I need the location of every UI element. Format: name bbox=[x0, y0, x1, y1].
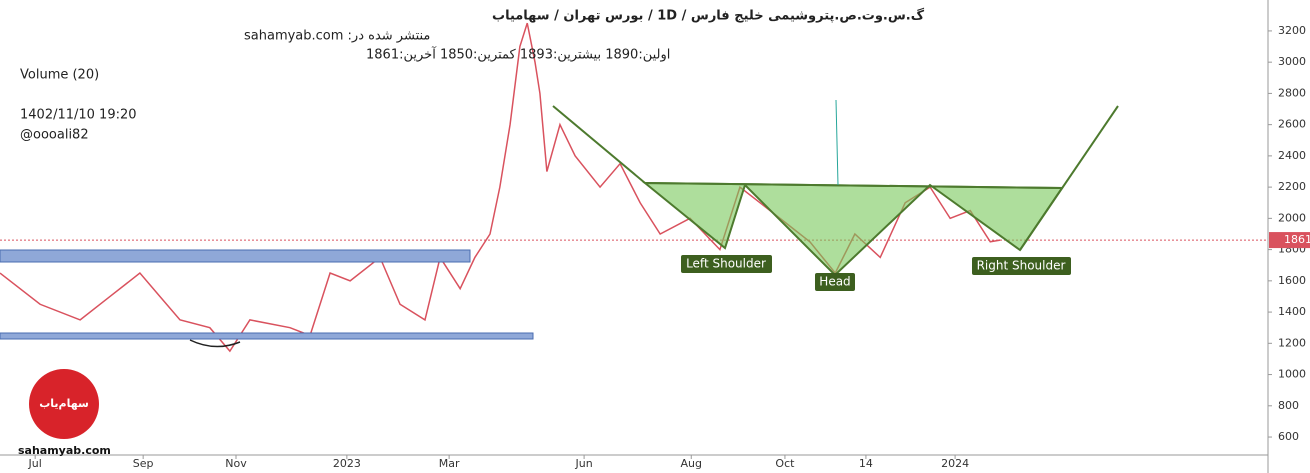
y-tick-label: 3200 bbox=[1278, 24, 1306, 37]
marker-line bbox=[835, 99, 839, 186]
x-tick-label: Nov bbox=[225, 457, 247, 470]
y-tick-label: 1400 bbox=[1278, 305, 1306, 318]
annotation-box bbox=[815, 273, 855, 291]
last-price-label: 1861 bbox=[1284, 233, 1310, 246]
support-zone bbox=[0, 249, 471, 263]
support-zone bbox=[0, 332, 534, 340]
datetime: 1402/11/10 19:20 bbox=[20, 108, 137, 123]
annotation: Left Shoulder bbox=[686, 257, 766, 271]
y-tick-label: 1200 bbox=[1278, 336, 1306, 349]
y-tick-label: 2600 bbox=[1278, 118, 1306, 131]
x-tick-label: 2023 bbox=[333, 457, 361, 470]
annotation: Head bbox=[819, 275, 850, 289]
x-tick-label: Oct bbox=[775, 457, 795, 470]
annotation: Right Shoulder bbox=[977, 259, 1066, 273]
y-tick-label: 800 bbox=[1278, 399, 1299, 412]
target-line bbox=[1019, 105, 1119, 251]
watermark: sahamyab.com bbox=[18, 444, 111, 457]
published: منتشر شده در: sahamyab.com bbox=[244, 29, 430, 44]
x-tick-label: Jun bbox=[575, 457, 593, 470]
x-tick-label: Aug bbox=[681, 457, 702, 470]
x-tick-label: 2024 bbox=[941, 457, 969, 470]
logo bbox=[29, 369, 99, 439]
x-tick-label: Jul bbox=[28, 457, 42, 470]
y-tick-label: 600 bbox=[1278, 430, 1299, 443]
ohlc: اولین:1890 بیشترین:1893 کمترین:1850 آخری… bbox=[366, 46, 670, 63]
x-tick-label: 14 bbox=[859, 457, 873, 470]
y-tick-label: 1000 bbox=[1278, 368, 1306, 381]
y-tick-label: 3000 bbox=[1278, 55, 1306, 68]
y-tick-label: 2200 bbox=[1278, 180, 1306, 193]
y-tick-label: 2000 bbox=[1278, 211, 1306, 224]
curve-drawing bbox=[189, 339, 241, 348]
trend-line bbox=[552, 105, 646, 184]
y-tick-label: 2400 bbox=[1278, 149, 1306, 162]
logo-text: سهام‌یاب bbox=[39, 397, 89, 410]
title: گ.س.وت.ص.پتروشیمی خلیج فارس / 1D / بورس … bbox=[492, 7, 925, 24]
annotation-box bbox=[681, 255, 772, 273]
plot-area bbox=[0, 0, 1268, 455]
volume-label: Volume (20) bbox=[20, 68, 99, 83]
neckline bbox=[644, 182, 1063, 189]
y-tick-label: 2800 bbox=[1278, 86, 1306, 99]
annotation-box bbox=[972, 257, 1071, 275]
last-price-box bbox=[1269, 232, 1310, 249]
author: @oooali82 bbox=[20, 128, 89, 143]
x-tick-label: Sep bbox=[133, 457, 154, 470]
y-tick-label: 1600 bbox=[1278, 274, 1306, 287]
x-tick-label: Mar bbox=[439, 457, 460, 470]
